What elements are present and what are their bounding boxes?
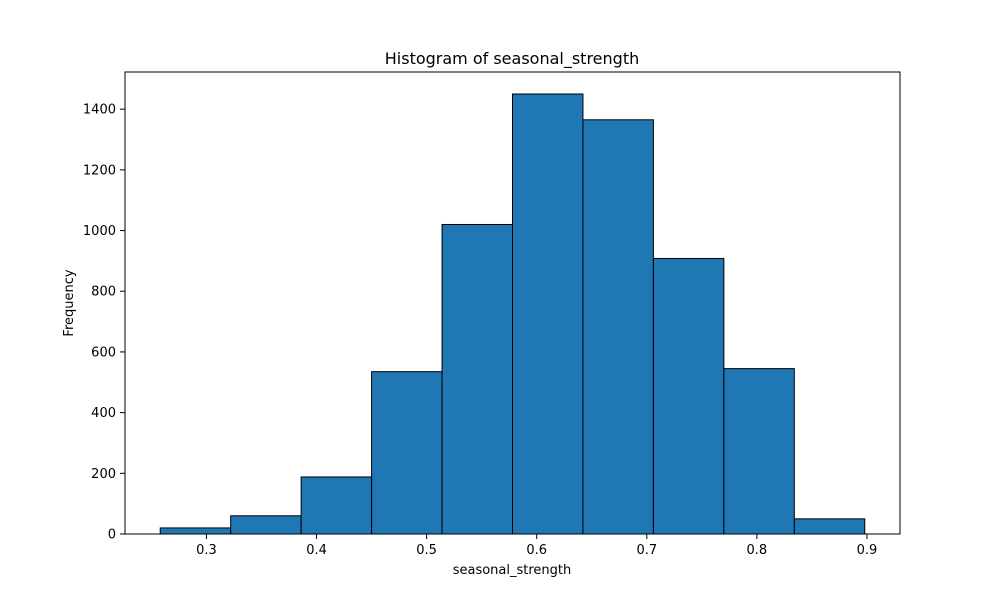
- x-tick-label: 0.5: [416, 543, 437, 558]
- histogram-bar-8: [723, 368, 795, 535]
- x-tick-label: 0.3: [196, 543, 217, 558]
- y-tick-label: 800: [91, 285, 116, 300]
- x-tick-label: 0.6: [526, 543, 547, 558]
- y-tick-label: 1000: [83, 224, 116, 239]
- chart-title: Histogram of seasonal_strength: [385, 49, 639, 69]
- histogram-bar-2: [300, 476, 373, 535]
- bars-group: [159, 93, 866, 535]
- y-tick-label: 1200: [83, 163, 116, 178]
- y-axis-ticks: 0 200 400 600 800 1000 1200 1400: [83, 103, 125, 543]
- histogram-bar-9: [793, 518, 866, 535]
- histogram-bar-3: [371, 371, 443, 535]
- x-tick-label: 0.4: [306, 543, 327, 558]
- histogram-bar-6: [582, 119, 654, 535]
- x-tick-label: 0.9: [857, 543, 878, 558]
- histogram-bar-1: [230, 515, 302, 535]
- x-tick-label: 0.7: [636, 543, 657, 558]
- histogram-bar-5: [512, 93, 584, 535]
- y-tick-label: 200: [91, 467, 116, 482]
- histogram-bar-0: [159, 527, 232, 535]
- y-tick-label: 1400: [83, 103, 116, 118]
- histogram-bar-4: [441, 223, 513, 535]
- x-axis-label: seasonal_strength: [453, 563, 572, 578]
- x-tick-label: 0.8: [747, 543, 768, 558]
- y-tick-label: 400: [91, 406, 116, 421]
- y-tick-label: 0: [108, 528, 116, 543]
- y-tick-label: 600: [91, 345, 116, 360]
- histogram-bar-7: [652, 257, 725, 535]
- plot-frame: [124, 71, 901, 535]
- y-axis-label: Frequency: [62, 269, 77, 336]
- x-axis-ticks: 0.3 0.4 0.5 0.6 0.7 0.8 0.9: [196, 534, 877, 558]
